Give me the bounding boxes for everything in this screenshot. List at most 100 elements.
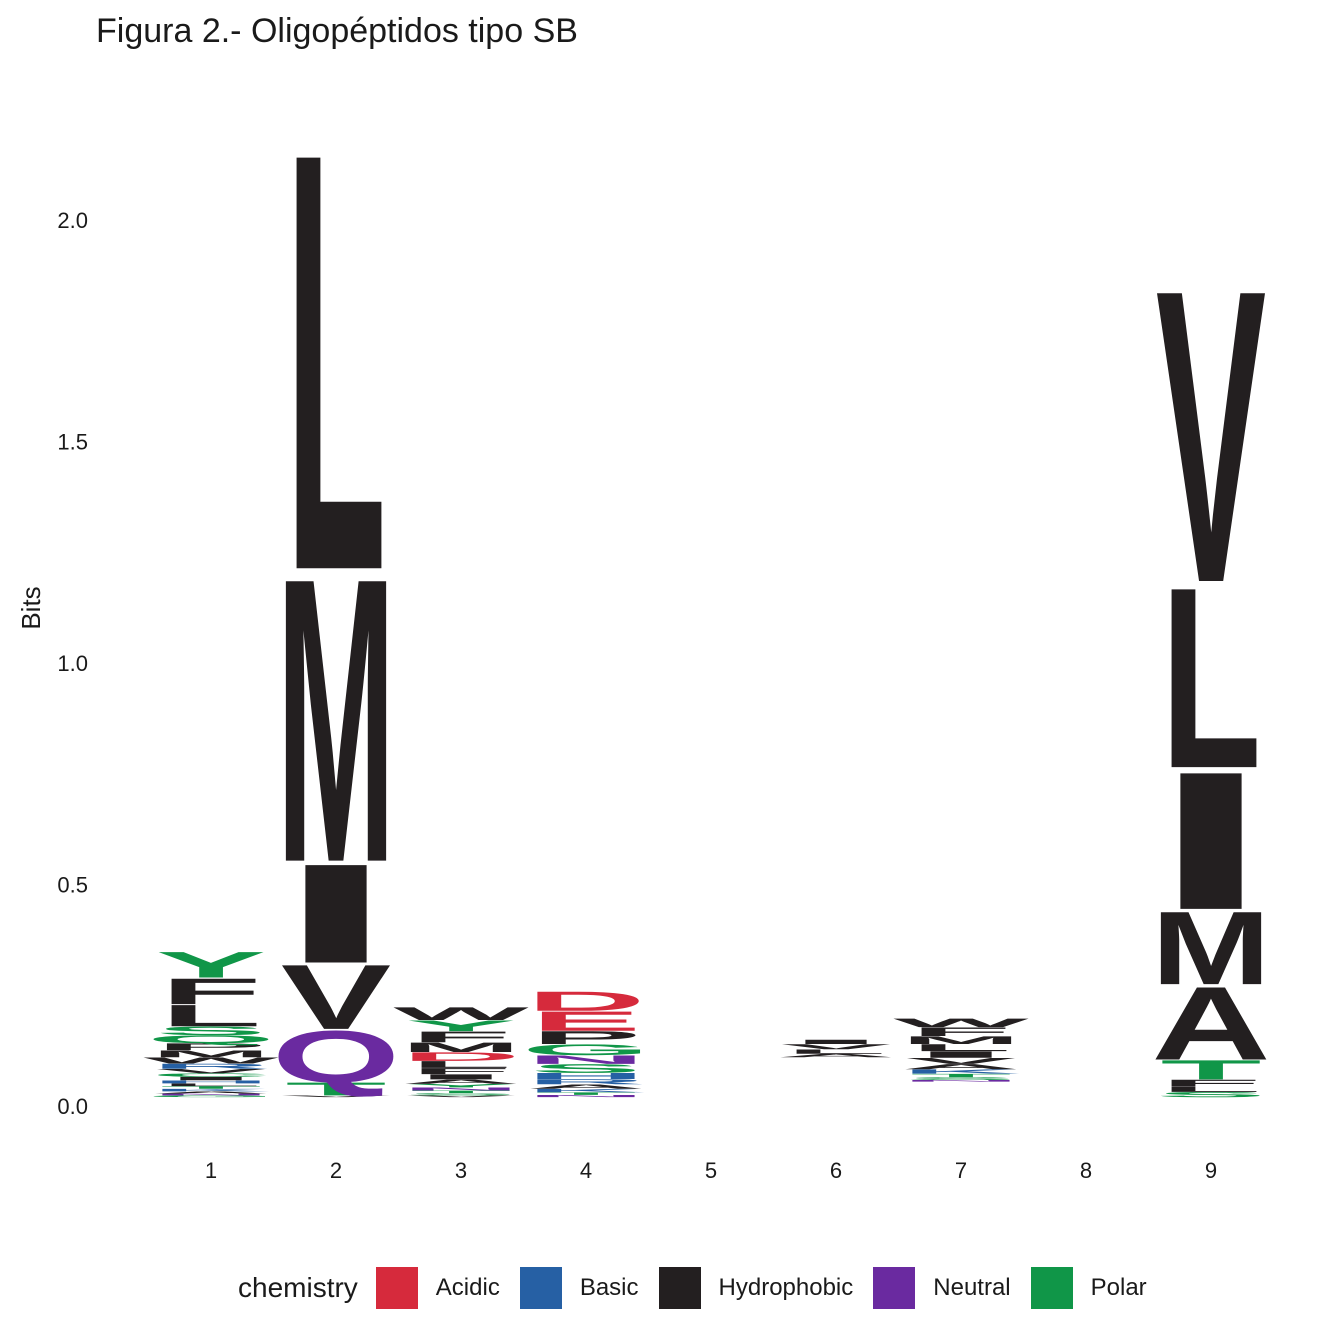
logo-letter: F bbox=[911, 1025, 1012, 1039]
logo-letter: I bbox=[402, 1073, 520, 1081]
legend-swatch-hydrophobic bbox=[658, 1267, 701, 1309]
logo-letter: F bbox=[411, 1028, 512, 1045]
logo-letter: D bbox=[526, 986, 645, 1017]
logo-letter: F bbox=[411, 1066, 512, 1076]
logo-letter: R bbox=[526, 1078, 645, 1086]
logo-letter: C bbox=[151, 1072, 270, 1078]
logo-letter: L bbox=[161, 1083, 262, 1087]
logo-letter: I bbox=[152, 1076, 270, 1082]
logo-letter: K bbox=[901, 1068, 1020, 1075]
logo-letter: S bbox=[156, 1024, 266, 1038]
logo-letter: I bbox=[777, 1038, 895, 1045]
logo-letter: H bbox=[526, 1071, 645, 1081]
logo-letter: Y bbox=[406, 1083, 516, 1089]
logo-letter: M bbox=[401, 1040, 520, 1055]
logo-letter: A bbox=[526, 1083, 645, 1090]
logo-letter: N bbox=[401, 1087, 520, 1092]
x-tick-label: 8 bbox=[1080, 1158, 1092, 1183]
x-tick-label: 1 bbox=[205, 1158, 217, 1183]
x-tick-label: 9 bbox=[1205, 1158, 1217, 1183]
y-tick-label: 0.5 bbox=[57, 873, 88, 898]
legend-label: Hydrophobic bbox=[718, 1274, 854, 1301]
logo-letter: T bbox=[161, 1085, 262, 1089]
logo-letter: S bbox=[1156, 1090, 1266, 1098]
logo-letter: N bbox=[526, 1094, 645, 1097]
logo-letter: Q bbox=[147, 1033, 276, 1045]
logo-letter: V bbox=[906, 1056, 1016, 1066]
logo-letter: R bbox=[151, 1062, 270, 1070]
logo-letter: T bbox=[286, 1079, 387, 1100]
legend-label: Basic bbox=[579, 1274, 639, 1301]
legend-title: chemistry bbox=[238, 1272, 358, 1303]
logo-letter: K bbox=[526, 1088, 645, 1094]
y-axis-label: Bits bbox=[16, 586, 46, 629]
logo-letter: K bbox=[151, 1088, 270, 1092]
logo-letter: S bbox=[406, 1093, 516, 1096]
logo-letter: T bbox=[1161, 1055, 1262, 1086]
logo-letter: N bbox=[901, 1079, 1020, 1082]
x-tick-label: 2 bbox=[330, 1158, 342, 1183]
legend: chemistry Acidic Basic Hydrophobic Neutr… bbox=[238, 1264, 1167, 1312]
sequence-logo-chart: Bits 0.00.51.01.52.01 2 3 4 5 6 7 8 9 GNAKTLHICV… bbox=[16, 28, 1271, 1183]
logo-letter: M bbox=[151, 1048, 270, 1059]
logo-letter: G bbox=[147, 1095, 276, 1098]
logo-letter: L bbox=[911, 1042, 1012, 1053]
logo-letter: T bbox=[411, 1090, 512, 1094]
logo-letter: A bbox=[401, 1078, 520, 1085]
legend-item-acidic: Acidic bbox=[375, 1267, 500, 1309]
logo-letter: F bbox=[161, 971, 262, 1012]
logo-letter: V bbox=[1156, 204, 1267, 671]
logo-letter: A bbox=[901, 1063, 1020, 1071]
legend-item-hydrophobic: Hydrophobic bbox=[658, 1267, 854, 1309]
x-tick-label: 7 bbox=[955, 1158, 967, 1183]
logo-letter: P bbox=[156, 1041, 266, 1052]
logo-letter: L bbox=[286, 28, 387, 694]
logo-letter: I bbox=[1152, 731, 1270, 951]
logo-letter: L bbox=[786, 1048, 887, 1055]
logo-letter: A bbox=[776, 1053, 895, 1059]
x-tick-label: 4 bbox=[580, 1158, 592, 1183]
logo-letter: V bbox=[281, 946, 391, 1049]
logo-letter: T bbox=[911, 1073, 1012, 1079]
y-tick-label: 2.0 bbox=[57, 208, 88, 233]
logo-letter: Y bbox=[156, 945, 266, 986]
logo-letter: W bbox=[393, 1003, 529, 1024]
logo-letter: M bbox=[276, 493, 395, 948]
logo-letter: W bbox=[893, 1016, 1028, 1030]
logo-letter: I bbox=[902, 1049, 1020, 1059]
logo-letter: N bbox=[526, 1053, 645, 1067]
legend-swatch-basic bbox=[519, 1267, 562, 1309]
logo-letter: M bbox=[1151, 889, 1270, 1007]
logo-letter: V bbox=[281, 1095, 391, 1098]
legend-label: Neutral bbox=[933, 1274, 1011, 1301]
logo-letter: S bbox=[531, 1062, 641, 1076]
logo-letter: Q bbox=[272, 1016, 401, 1098]
logo-letter: H bbox=[151, 1079, 270, 1084]
legend-label: Acidic bbox=[435, 1274, 500, 1301]
legend-swatch-acidic bbox=[375, 1267, 418, 1309]
x-tick-label: 6 bbox=[830, 1158, 842, 1183]
legend-item-neutral: Neutral bbox=[873, 1267, 1011, 1309]
chart-title: Figura 2.- Oligopéptidos tipo SB bbox=[96, 12, 578, 50]
logo-letter: L bbox=[1161, 534, 1262, 822]
logo-letter: I bbox=[277, 835, 395, 993]
logo-letter: V bbox=[156, 1068, 266, 1075]
logo-letter: L bbox=[411, 1059, 512, 1070]
logo-letter: V bbox=[406, 1095, 516, 1098]
y-tick-label: 0.0 bbox=[57, 1094, 88, 1119]
logo-letter: M bbox=[901, 1034, 1020, 1046]
logo-letter: G bbox=[522, 1041, 651, 1058]
legend-item-basic: Basic bbox=[519, 1267, 639, 1309]
legend-swatch-neutral bbox=[873, 1267, 916, 1309]
logo-letter: A bbox=[151, 1091, 270, 1094]
logo-letter: W bbox=[143, 1056, 279, 1066]
legend-label: Polar bbox=[1090, 1274, 1147, 1301]
logo-letter: P bbox=[531, 1027, 641, 1048]
